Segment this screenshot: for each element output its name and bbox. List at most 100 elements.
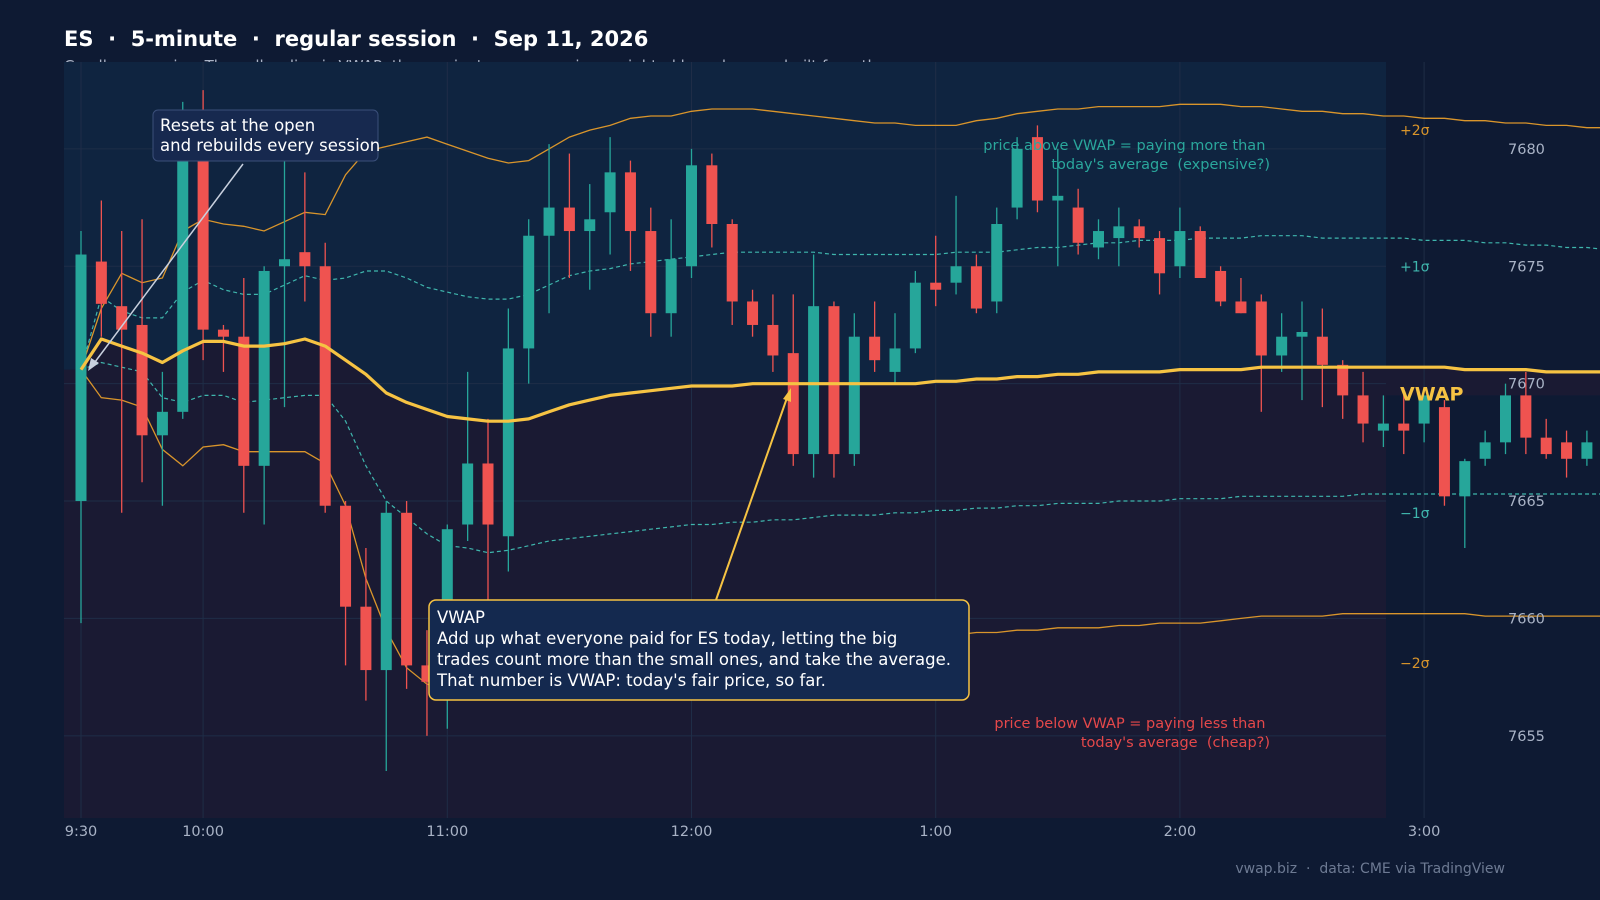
lower-1sigma-band: [80, 361, 1600, 554]
candle: [726, 219, 738, 325]
x-tick-label: 2:00: [1164, 824, 1197, 840]
candle-body-up: [1276, 336, 1288, 356]
candle-body-up: [1377, 423, 1389, 431]
candle: [1296, 301, 1308, 401]
candle: [1174, 207, 1186, 278]
candle: [970, 254, 982, 314]
vwap-explainer-box: [428, 599, 970, 701]
candle: [930, 235, 942, 307]
candle-body-down: [787, 353, 799, 455]
candle: [299, 172, 311, 302]
candles: [75, 90, 1593, 772]
candle-body-down: [1561, 442, 1573, 459]
candle: [1479, 430, 1491, 466]
candle: [1377, 395, 1389, 448]
candle: [1113, 207, 1125, 267]
candle-body-up: [1113, 226, 1125, 239]
candle: [156, 371, 168, 506]
candle-body-down: [238, 336, 250, 466]
candle-body-down: [1072, 207, 1084, 243]
candle-body-down: [1337, 364, 1349, 396]
candle-body-up: [991, 224, 1003, 302]
candle: [136, 219, 148, 483]
vwap-explainer-callout: VWAP Add up what everyone paid for ES to…: [428, 388, 970, 701]
candle: [95, 200, 107, 337]
candle-body-up: [604, 172, 616, 213]
candle: [950, 195, 962, 295]
vwap-explainer-line-2: trades count more than the small ones, a…: [437, 650, 951, 669]
candle-body-down: [136, 324, 148, 436]
candle-body-down: [360, 606, 372, 671]
candle: [584, 184, 596, 290]
candle-body-up: [909, 282, 921, 349]
candle: [1418, 395, 1430, 443]
candle-body-down: [869, 336, 881, 361]
open-reset-arrow-head: [88, 358, 99, 371]
candle: [869, 301, 881, 372]
candle-body-down: [767, 324, 779, 356]
y-tick-label: 7675: [1508, 259, 1545, 275]
x-tick-label: 12:00: [671, 824, 713, 840]
candle-body-up: [808, 306, 820, 455]
candle: [401, 501, 413, 689]
candle: [421, 630, 433, 736]
candle-body-up: [665, 259, 677, 314]
candle-body-up: [502, 348, 514, 537]
candle: [502, 308, 514, 572]
candle-body-up: [848, 336, 860, 455]
candle-body-down: [1316, 336, 1328, 365]
candle-body-up: [523, 235, 535, 349]
candle-body-up: [156, 411, 168, 436]
open-reset-arrow-line: [91, 163, 244, 367]
candle-body-down: [1520, 395, 1532, 438]
open-reset-box: [152, 109, 379, 162]
candle: [340, 501, 352, 666]
candle: [808, 254, 820, 478]
candle: [1154, 231, 1166, 295]
candle-body-down: [197, 125, 209, 330]
data-credit: vwap.biz · data: CME via TradingView: [1235, 861, 1505, 877]
candle-body-up: [1052, 195, 1064, 201]
candle-body-down: [828, 306, 840, 455]
candle-body-up: [950, 266, 962, 283]
above-vwap-line-2: today's average (expensive?): [1051, 157, 1270, 173]
vwap-explainer-text: VWAP Add up what everyone paid for ES to…: [436, 608, 956, 690]
candle-body-up: [686, 165, 697, 267]
label-plus-2sigma: +2σ: [1400, 123, 1430, 139]
candle-body-down: [1031, 137, 1043, 201]
candle-body-down: [401, 512, 413, 666]
candle: [462, 371, 474, 541]
candle-body-up: [1296, 332, 1308, 337]
axes: 7680 7675 7670 7665 7660 7655 9:30 10:00 11:00 12…: [65, 123, 1545, 840]
y-tick-label: 7670: [1508, 377, 1545, 393]
candle: [848, 313, 860, 466]
candle: [828, 301, 840, 478]
candle-body-down: [299, 252, 311, 267]
candle-body-up: [543, 207, 555, 236]
label-minus-1sigma: −1σ: [1400, 506, 1430, 522]
x-tick-label: 10:00: [182, 824, 224, 840]
x-tick-label: 11:00: [426, 824, 468, 840]
candle: [217, 324, 229, 372]
candle: [1398, 388, 1410, 455]
candle-body-down: [319, 266, 331, 506]
candle-body-down: [340, 505, 352, 607]
candle-body-up: [279, 259, 290, 267]
candle: [543, 144, 555, 314]
candle-body-down: [1235, 301, 1247, 314]
candle-body-down: [482, 463, 494, 525]
label-vwap: VWAP: [1400, 383, 1464, 405]
candle-body-down: [563, 207, 575, 232]
vwap-layer: [79, 337, 1600, 423]
below-vwap-note: price below VWAP = paying less than toda…: [994, 716, 1270, 751]
candle: [1031, 125, 1043, 213]
candle: [1438, 400, 1450, 506]
candle: [645, 207, 657, 337]
candle-body-up: [889, 348, 901, 372]
above-vwap-note: price above VWAP = paying more than toda…: [983, 138, 1270, 173]
candle: [360, 548, 372, 701]
candle-body-down: [1540, 437, 1552, 455]
candle-body-down: [1438, 407, 1450, 497]
candle-body-up: [1581, 442, 1593, 459]
below-vwap-line-2: today's average (cheap?): [1081, 735, 1270, 751]
